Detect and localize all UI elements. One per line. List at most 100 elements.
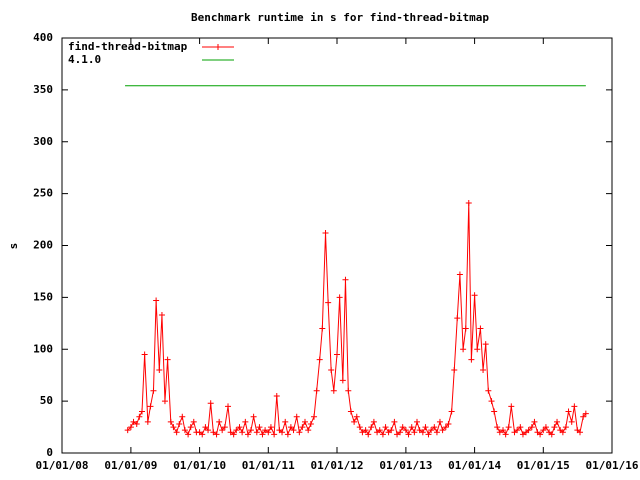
point-marker (330, 387, 337, 394)
point-marker (239, 429, 246, 436)
point-marker (433, 429, 440, 436)
point-marker (221, 424, 228, 431)
point-marker (548, 431, 555, 438)
point-marker (422, 424, 429, 431)
point-marker (133, 420, 140, 427)
point-marker (216, 418, 223, 425)
point-marker (471, 292, 478, 299)
point-marker (242, 418, 249, 425)
point-marker (528, 424, 535, 431)
point-marker (359, 429, 366, 436)
legend-marker (215, 44, 221, 50)
point-marker (451, 367, 458, 373)
y-tick-label: 200 (33, 239, 53, 252)
point-marker (138, 408, 145, 415)
chart-title: Benchmark runtime in s for find-thread-b… (191, 11, 489, 24)
point-marker (136, 413, 143, 420)
point-marker (173, 429, 180, 436)
point-marker (144, 418, 151, 425)
point-marker (273, 392, 280, 399)
point-marker (571, 403, 578, 410)
point-marker (185, 431, 192, 438)
point-marker (356, 424, 363, 431)
point-marker (565, 408, 572, 415)
point-marker (419, 429, 426, 436)
point-marker (305, 427, 312, 434)
point-marker (379, 431, 386, 438)
point-marker (514, 427, 521, 434)
point-marker (147, 403, 154, 410)
point-marker (328, 367, 335, 373)
point-marker (334, 351, 340, 358)
x-tick-label: 01/01/12 (311, 459, 364, 472)
point-marker (322, 230, 329, 237)
point-marker (388, 427, 395, 434)
point-marker (282, 418, 289, 425)
point-marker (347, 408, 354, 415)
point-marker (181, 427, 188, 434)
point-marker (436, 418, 443, 425)
point-marker (124, 427, 131, 434)
point-marker (199, 431, 206, 438)
point-marker (482, 341, 489, 348)
point-marker (227, 429, 234, 436)
point-marker (468, 356, 475, 363)
point-marker (205, 427, 212, 434)
point-marker (394, 431, 401, 438)
x-tick-label: 01/01/15 (517, 459, 570, 472)
y-tick-label: 150 (33, 290, 53, 303)
point-marker (236, 424, 243, 431)
point-marker (525, 427, 532, 434)
point-marker (582, 410, 589, 417)
point-marker (370, 418, 377, 425)
point-marker (382, 424, 389, 431)
point-marker (454, 315, 461, 322)
point-marker (485, 387, 492, 394)
plot-frame (61, 37, 613, 454)
point-marker (293, 413, 300, 420)
point-marker (496, 429, 503, 436)
point-marker (568, 418, 575, 425)
point-marker (287, 424, 294, 431)
point-marker (465, 199, 472, 206)
point-marker (397, 429, 404, 436)
point-marker (505, 424, 512, 431)
y-axis-label: s (7, 243, 20, 250)
point-marker (176, 420, 183, 427)
point-marker (580, 413, 587, 420)
x-tick-label: 01/01/16 (586, 459, 639, 472)
point-marker (141, 351, 148, 358)
point-marker (250, 413, 257, 420)
point-marker (296, 429, 303, 436)
point-marker (190, 418, 197, 425)
point-marker (480, 367, 487, 373)
point-marker (150, 387, 157, 394)
y-tick-label: 250 (33, 187, 53, 200)
point-marker (500, 427, 507, 434)
point-marker (256, 424, 263, 431)
point-marker (353, 413, 360, 420)
point-marker (477, 325, 484, 332)
point-marker (428, 427, 435, 434)
y-tick-label: 400 (33, 31, 53, 44)
y-tick-label: 100 (33, 342, 53, 355)
point-marker (316, 356, 323, 363)
legend-label: 4.1.0 (68, 53, 101, 66)
point-marker (130, 418, 137, 425)
point-marker (210, 429, 217, 436)
point-marker (551, 424, 558, 431)
point-marker (531, 418, 538, 425)
y-tick-label: 300 (33, 135, 53, 148)
series-line (127, 202, 587, 437)
point-marker (399, 424, 406, 431)
point-marker (408, 424, 415, 431)
point-marker (517, 424, 524, 431)
point-marker (445, 420, 452, 427)
point-marker (336, 294, 343, 301)
point-marker (554, 418, 561, 425)
point-marker (267, 424, 274, 431)
point-marker (262, 427, 269, 434)
point-marker (202, 424, 209, 431)
x-tick-label: 01/01/13 (379, 459, 432, 472)
x-tick-label: 01/01/10 (173, 459, 226, 472)
